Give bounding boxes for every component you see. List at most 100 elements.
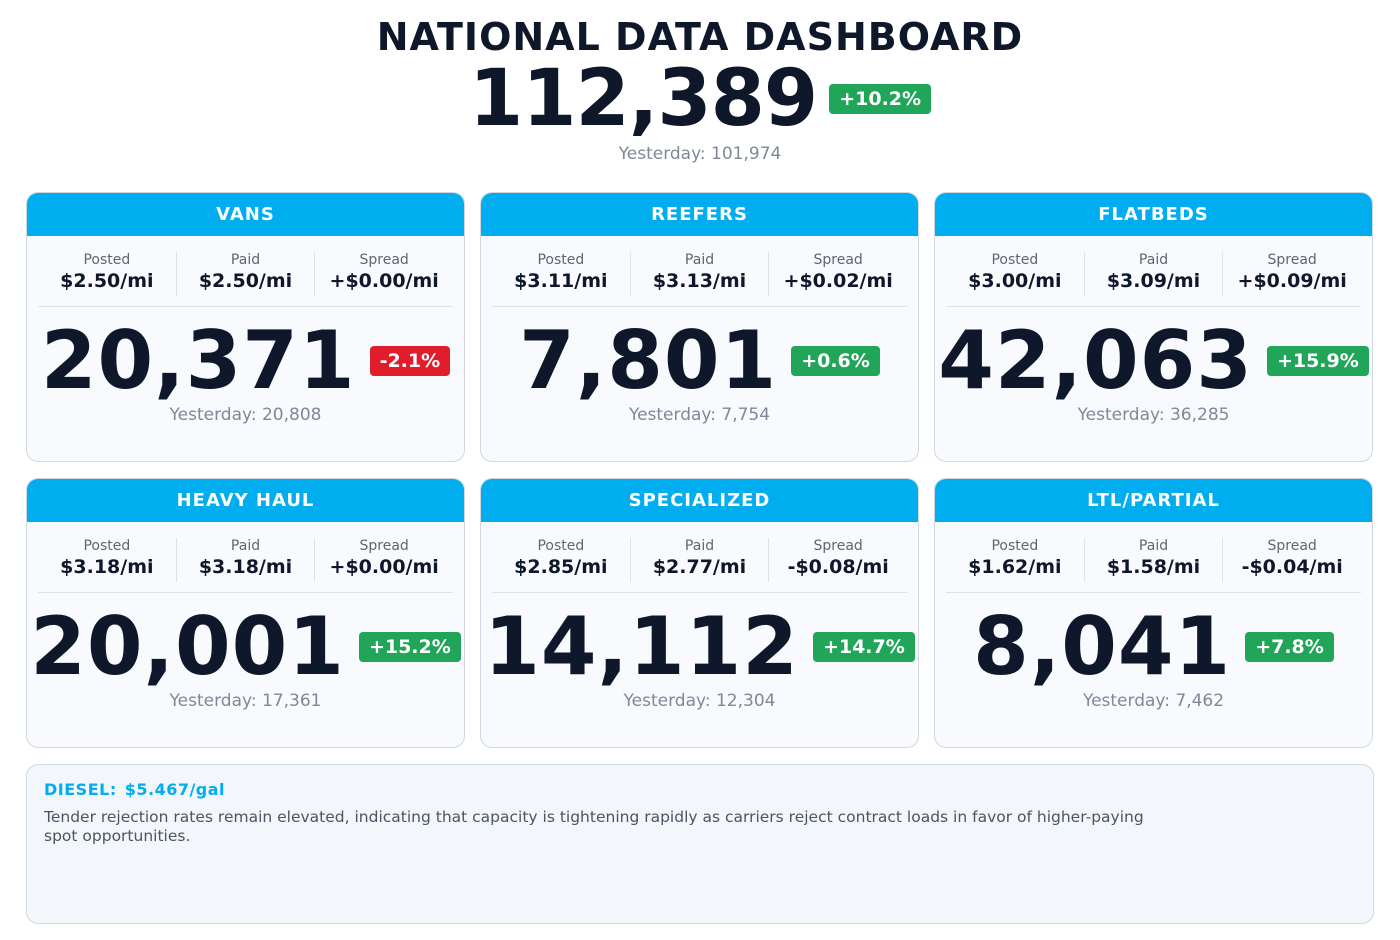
spread-value: -$0.04/mi: [1241, 556, 1343, 578]
card-title: HEAVY HAUL: [27, 479, 464, 522]
spread-metric: Spread +$0.00/mi: [315, 538, 453, 582]
card-flatbeds: FLATBEDS Posted $3.00/mi Paid $3.09/mi S…: [934, 192, 1373, 462]
posted-label: Posted: [991, 538, 1039, 554]
posted-label: Posted: [537, 538, 585, 554]
rate-metrics: Posted $3.00/mi Paid $3.09/mi Spread +$0…: [946, 252, 1361, 307]
posted-label: Posted: [537, 252, 585, 268]
page-title: NATIONAL DATA DASHBOARD: [376, 15, 1024, 59]
yesterday-count: Yesterday: 20,808: [169, 405, 322, 425]
spread-metric: Spread -$0.08/mi: [769, 538, 907, 582]
paid-value: $2.50/mi: [198, 270, 293, 292]
paid-label: Paid: [684, 252, 715, 268]
load-count: 14,112: [484, 600, 799, 693]
posted-metric: Posted $3.00/mi: [946, 252, 1085, 296]
equipment-grid: VANS Posted $2.50/mi Paid $2.50/mi Sprea…: [26, 192, 1373, 748]
change-badge: +15.9%: [1266, 346, 1369, 376]
load-count: 20,001: [30, 600, 345, 693]
dashboard-header: NATIONAL DATA DASHBOARD 112,389 +10.2% Y…: [0, 14, 1400, 164]
rate-metrics: Posted $3.18/mi Paid $3.18/mi Spread +$0…: [38, 538, 453, 593]
paid-value: $3.13/mi: [652, 270, 747, 292]
paid-metric: Paid $1.58/mi: [1085, 538, 1224, 582]
spread-label: Spread: [359, 252, 409, 268]
load-count-row: 20,001 +15.2%: [27, 605, 464, 689]
paid-metric: Paid $2.77/mi: [631, 538, 770, 582]
spread-value: +$0.02/mi: [783, 270, 893, 292]
load-count: 42,063: [938, 314, 1253, 407]
posted-metric: Posted $3.11/mi: [492, 252, 631, 296]
card-title: REEFERS: [481, 193, 918, 236]
posted-metric: Posted $3.18/mi: [38, 538, 177, 582]
spread-label: Spread: [1267, 252, 1317, 268]
card-ltl-partial: LTL/PARTIAL Posted $1.62/mi Paid $1.58/m…: [934, 478, 1373, 748]
change-badge: -2.1%: [369, 346, 451, 376]
rate-metrics: Posted $2.85/mi Paid $2.77/mi Spread -$0…: [492, 538, 907, 593]
market-commentary-panel: DIESEL: $5.467/gal Tender rejection rates…: [26, 764, 1374, 924]
paid-metric: Paid $3.09/mi: [1085, 252, 1224, 296]
market-commentary: Tender rejection rates remain elevated, …: [44, 808, 1144, 845]
yesterday-count: Yesterday: 7,462: [1082, 691, 1225, 711]
paid-metric: Paid $3.18/mi: [177, 538, 316, 582]
spread-metric: Spread +$0.02/mi: [769, 252, 907, 296]
yesterday-count: Yesterday: 7,754: [628, 405, 771, 425]
spread-label: Spread: [813, 252, 863, 268]
diesel-price: DIESEL: $5.467/gal: [44, 780, 1356, 799]
spread-value: -$0.08/mi: [787, 556, 889, 578]
posted-metric: Posted $2.85/mi: [492, 538, 631, 582]
posted-value: $3.11/mi: [514, 270, 608, 292]
paid-label: Paid: [230, 538, 261, 554]
card-reefers: REEFERS Posted $3.11/mi Paid $3.13/mi Sp…: [480, 192, 919, 462]
spread-metric: Spread +$0.00/mi: [315, 252, 453, 296]
load-count: 7,801: [519, 314, 778, 407]
load-count-row: 14,112 +14.7%: [481, 605, 918, 689]
paid-metric: Paid $3.13/mi: [631, 252, 770, 296]
spread-value: +$0.09/mi: [1237, 270, 1347, 292]
card-heavy-haul: HEAVY HAUL Posted $3.18/mi Paid $3.18/mi…: [26, 478, 465, 748]
rate-metrics: Posted $2.50/mi Paid $2.50/mi Spread +$0…: [38, 252, 453, 307]
paid-value: $2.77/mi: [652, 556, 747, 578]
change-badge: +15.2%: [358, 632, 461, 662]
paid-label: Paid: [230, 252, 261, 268]
paid-label: Paid: [1138, 538, 1169, 554]
paid-value: $1.58/mi: [1106, 556, 1201, 578]
yesterday-count: Yesterday: 36,285: [1077, 405, 1230, 425]
paid-label: Paid: [684, 538, 715, 554]
load-count: 8,041: [973, 600, 1232, 693]
spread-value: +$0.00/mi: [329, 270, 439, 292]
national-yesterday: Yesterday: 101,974: [618, 144, 782, 164]
posted-label: Posted: [991, 252, 1039, 268]
posted-metric: Posted $2.50/mi: [38, 252, 177, 296]
national-total-row: 112,389 +10.2%: [0, 60, 1400, 138]
card-title: SPECIALIZED: [481, 479, 918, 522]
paid-label: Paid: [1138, 252, 1169, 268]
rate-metrics: Posted $3.11/mi Paid $3.13/mi Spread +$0…: [492, 252, 907, 307]
card-title: VANS: [27, 193, 464, 236]
card-specialized: SPECIALIZED Posted $2.85/mi Paid $2.77/m…: [480, 478, 919, 748]
posted-value: $1.62/mi: [968, 556, 1062, 578]
posted-value: $2.85/mi: [514, 556, 608, 578]
yesterday-count: Yesterday: 17,361: [169, 691, 322, 711]
paid-value: $3.18/mi: [198, 556, 293, 578]
rate-metrics: Posted $1.62/mi Paid $1.58/mi Spread -$0…: [946, 538, 1361, 593]
card-title: LTL/PARTIAL: [935, 479, 1372, 522]
load-count-row: 42,063 +15.9%: [935, 319, 1372, 403]
national-change-badge: +10.2%: [829, 84, 932, 114]
spread-metric: Spread +$0.09/mi: [1223, 252, 1361, 296]
load-count: 20,371: [40, 314, 356, 407]
load-count-row: 7,801 +0.6%: [481, 319, 918, 403]
paid-value: $3.09/mi: [1106, 270, 1201, 292]
change-badge: +7.8%: [1245, 632, 1334, 662]
card-title: FLATBEDS: [935, 193, 1372, 236]
spread-metric: Spread -$0.04/mi: [1223, 538, 1361, 582]
paid-metric: Paid $2.50/mi: [177, 252, 316, 296]
posted-metric: Posted $1.62/mi: [946, 538, 1085, 582]
diesel-value: $5.467/gal: [124, 780, 226, 799]
card-vans: VANS Posted $2.50/mi Paid $2.50/mi Sprea…: [26, 192, 465, 462]
spread-label: Spread: [813, 538, 863, 554]
posted-value: $3.18/mi: [60, 556, 154, 578]
posted-label: Posted: [83, 538, 131, 554]
change-badge: +14.7%: [812, 632, 915, 662]
spread-value: +$0.00/mi: [329, 556, 439, 578]
national-total-value: 112,389: [468, 54, 818, 144]
yesterday-count: Yesterday: 12,304: [623, 691, 776, 711]
change-badge: +0.6%: [791, 346, 880, 376]
